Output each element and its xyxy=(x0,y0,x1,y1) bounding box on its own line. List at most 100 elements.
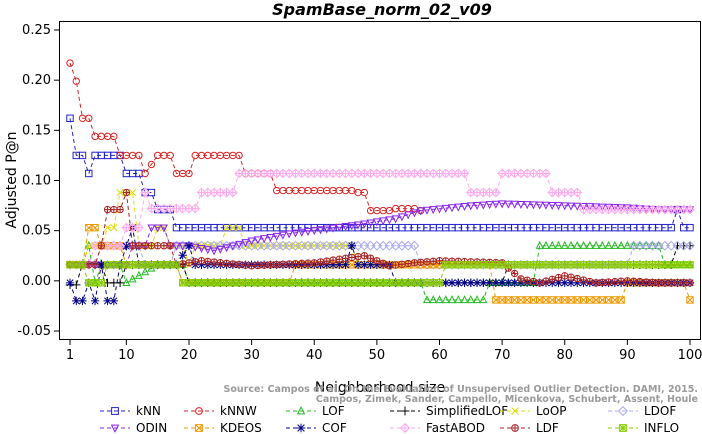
point-cof xyxy=(184,241,194,250)
point-ldf xyxy=(197,257,206,265)
point-ldf xyxy=(323,257,331,265)
point-lof xyxy=(567,240,576,249)
point-cof xyxy=(466,278,476,288)
point-inflo xyxy=(611,261,619,269)
point-odin xyxy=(341,223,350,232)
point-inflo xyxy=(442,261,450,269)
x-tick-label: 1 xyxy=(66,348,74,363)
point-odin xyxy=(523,201,532,210)
point-knnw xyxy=(141,169,149,178)
point-inflo xyxy=(592,261,600,269)
point-inflo xyxy=(642,261,650,269)
point-odin xyxy=(485,201,494,210)
point-inflo xyxy=(654,261,663,269)
point-ldf xyxy=(673,279,682,287)
point-ldf xyxy=(391,261,400,269)
point-lof xyxy=(579,240,588,249)
point-ldf xyxy=(636,278,644,286)
point-inflo xyxy=(210,279,218,287)
point-fastabod xyxy=(190,203,201,214)
point-odin xyxy=(335,223,344,232)
point-ldf xyxy=(166,242,174,250)
point-inflo xyxy=(103,261,112,269)
point-lof xyxy=(585,240,594,249)
point-kdeos xyxy=(91,223,99,232)
point-cof xyxy=(566,278,576,288)
point-lof xyxy=(141,267,150,276)
point-inflo xyxy=(510,261,519,269)
y-tick-label: -0.05 xyxy=(17,324,51,339)
point-fastabod xyxy=(572,187,583,198)
point-cof xyxy=(554,278,563,288)
point-odin xyxy=(448,204,457,213)
point-loop xyxy=(85,242,93,250)
point-cof xyxy=(441,278,450,288)
point-odin xyxy=(422,206,431,215)
y-axis: -0.05 0.00 0.05 0.10 0.15 0.20 0.25 xyxy=(17,23,60,339)
point-odin xyxy=(429,206,438,215)
point-inflo xyxy=(247,279,256,287)
point-inflo xyxy=(279,279,287,287)
point-odin xyxy=(510,200,519,209)
point-ldf xyxy=(379,259,387,267)
point-ldf xyxy=(573,275,581,283)
point-odin xyxy=(203,246,212,255)
point-ldf xyxy=(554,273,563,282)
point-inflo xyxy=(567,261,575,269)
point-lof xyxy=(454,295,463,304)
point-odin xyxy=(404,211,413,220)
point-odin xyxy=(548,201,557,211)
point-ldf xyxy=(335,255,343,263)
point-ldf xyxy=(366,254,375,262)
point-inflo xyxy=(391,279,400,287)
point-odin xyxy=(153,224,162,233)
legend-marker-inflo xyxy=(619,424,627,432)
point-fastabod xyxy=(115,240,126,251)
point-ldf xyxy=(417,258,425,266)
point-fastabod xyxy=(541,168,551,179)
chart-title: SpamBase_norm_02_v09 xyxy=(272,0,492,19)
point-odin xyxy=(322,225,331,234)
point-loop xyxy=(223,224,231,232)
legend-item-lof: LOF xyxy=(286,404,345,418)
point-lof xyxy=(134,270,143,279)
point-odin xyxy=(228,242,237,251)
point-odin xyxy=(473,201,482,211)
point-cof xyxy=(573,278,582,288)
point-odin xyxy=(504,200,513,209)
point-cof xyxy=(504,278,513,288)
point-ldf xyxy=(654,279,663,287)
point-cof xyxy=(335,260,344,269)
point-inflo xyxy=(454,261,462,269)
point-ldf xyxy=(247,262,256,270)
point-inflo xyxy=(204,279,212,287)
legend-label-knn: kNN xyxy=(136,404,161,418)
point-inflo xyxy=(579,261,588,269)
point-ldf xyxy=(272,260,281,269)
point-ldf xyxy=(216,259,225,267)
point-cof xyxy=(485,278,494,288)
legend-label-knnw: kNNW xyxy=(220,404,257,418)
point-inflo xyxy=(222,279,231,287)
point-odin xyxy=(191,243,200,252)
point-lof xyxy=(435,295,444,304)
point-inflo xyxy=(523,261,531,269)
x-tick-label: 10 xyxy=(118,348,135,363)
point-lof xyxy=(592,240,601,249)
point-kdeos xyxy=(592,296,600,304)
point-ldof xyxy=(409,240,420,251)
point-knnw xyxy=(147,160,156,169)
point-odin xyxy=(435,205,444,214)
point-ldf xyxy=(435,257,444,265)
point-ldf xyxy=(316,258,325,266)
x-tick-label: 70 xyxy=(494,348,511,363)
point-odin xyxy=(466,202,475,211)
point-ldf xyxy=(523,276,531,284)
point-ldf xyxy=(604,278,613,286)
point-odin xyxy=(516,200,525,209)
point-inflo xyxy=(504,261,513,269)
legend-label-fastabod: FastABOD xyxy=(426,421,485,434)
point-inflo xyxy=(617,261,625,269)
point-inflo xyxy=(373,279,381,287)
